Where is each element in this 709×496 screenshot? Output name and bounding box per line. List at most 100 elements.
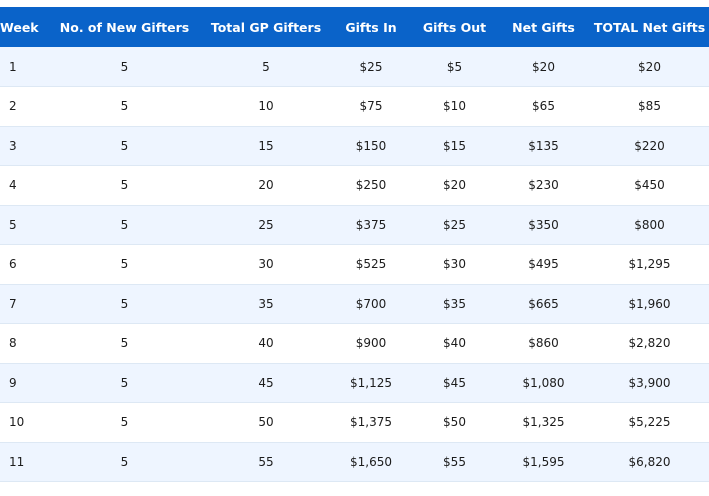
table-row: 6 5 30 $525 $30 $495 $1,295 bbox=[0, 244, 709, 284]
net-gifts-cell: $1,595 bbox=[522, 454, 565, 469]
gifts-in-cell: $900 bbox=[355, 336, 387, 351]
total-gp-gifters-cell: 45 bbox=[258, 375, 274, 390]
new-gifters-cell: 5 bbox=[120, 375, 129, 390]
table-row: 8 5 40 $900 $40 $860 $2,820 bbox=[0, 323, 709, 363]
net-gifts-cell: $65 bbox=[532, 99, 555, 114]
week-cell: 6 bbox=[9, 257, 17, 272]
net-gifts-cell: $1,080 bbox=[522, 375, 565, 390]
gifts-in-cell: $150 bbox=[355, 138, 387, 153]
new-gifters-cell: 5 bbox=[120, 99, 129, 114]
week-cell: 8 bbox=[9, 336, 17, 351]
gifts-in-cell: $25 bbox=[359, 59, 383, 74]
new-gifters-cell: 5 bbox=[120, 217, 129, 232]
net-gifts-cell: $860 bbox=[528, 336, 559, 351]
header-row: Week No. of New Gifters Total GP Gifters… bbox=[0, 7, 709, 47]
new-gifters-cell: 5 bbox=[120, 336, 129, 351]
gifts-in-cell: $700 bbox=[355, 296, 387, 311]
total-gp-gifters-cell: 10 bbox=[258, 99, 274, 114]
total-net-gifts-cell: $6,820 bbox=[628, 454, 671, 469]
header-net-gifts[interactable]: Net Gifts bbox=[512, 19, 575, 35]
new-gifters-cell: 5 bbox=[120, 415, 129, 430]
total-gp-gifters-cell: 50 bbox=[258, 415, 274, 430]
gifts-in-cell: $1,125 bbox=[350, 375, 392, 390]
gifts-in-cell: $525 bbox=[355, 257, 387, 272]
total-gp-gifters-cell: 30 bbox=[258, 257, 274, 272]
week-cell: 2 bbox=[9, 99, 17, 114]
gifts-out-cell: $50 bbox=[443, 415, 466, 430]
header-gifts-in[interactable]: Gifts In bbox=[345, 19, 397, 35]
header-total-net-gifts[interactable]: TOTAL Net Gifts bbox=[593, 19, 706, 35]
total-net-gifts-cell: $5,225 bbox=[628, 415, 671, 430]
table-row: 11 5 55 $1,650 $55 $1,595 $6,820 bbox=[0, 442, 709, 482]
new-gifters-cell: 5 bbox=[120, 138, 129, 153]
table-row: 1 5 5 $25 $5 $20 $20 bbox=[0, 47, 709, 87]
table-row: 10 5 50 $1,375 $50 $1,325 $5,225 bbox=[0, 402, 709, 442]
new-gifters-cell: 5 bbox=[120, 296, 129, 311]
header-new-gifters[interactable]: No. of New Gifters bbox=[59, 19, 190, 35]
gifts-out-cell: $20 bbox=[443, 178, 466, 193]
gifts-table: Week No. of New Gifters Total GP Gifters… bbox=[0, 7, 709, 482]
gifts-in-cell: $1,650 bbox=[350, 454, 392, 469]
gifts-out-cell: $10 bbox=[443, 99, 466, 114]
total-gp-gifters-cell: 20 bbox=[258, 178, 274, 193]
total-net-gifts-cell: $220 bbox=[634, 138, 665, 153]
table-row: 9 5 45 $1,125 $45 $1,080 $3,900 bbox=[0, 363, 709, 403]
gifts-table-container: Week No. of New Gifters Total GP Gifters… bbox=[0, 7, 709, 482]
net-gifts-cell: $1,325 bbox=[522, 415, 565, 430]
table-row: 4 5 20 $250 $20 $230 $450 bbox=[0, 165, 709, 205]
new-gifters-cell: 5 bbox=[120, 454, 129, 469]
gifts-in-cell: $1,375 bbox=[350, 415, 392, 430]
table-row: 2 5 10 $75 $10 $65 $85 bbox=[0, 86, 709, 126]
net-gifts-cell: $350 bbox=[528, 217, 559, 232]
week-cell: 10 bbox=[9, 415, 25, 430]
net-gifts-cell: $665 bbox=[528, 296, 559, 311]
week-cell: 3 bbox=[9, 138, 17, 153]
total-net-gifts-cell: $20 bbox=[638, 59, 661, 74]
week-cell: 4 bbox=[9, 178, 17, 193]
gifts-out-cell: $5 bbox=[446, 59, 463, 74]
header-total-gp-gifters[interactable]: Total GP Gifters bbox=[210, 19, 322, 35]
week-cell: 7 bbox=[9, 296, 17, 311]
table-header: Week No. of New Gifters Total GP Gifters… bbox=[0, 7, 709, 47]
total-net-gifts-cell: $1,960 bbox=[628, 296, 671, 311]
total-gp-gifters-cell: 25 bbox=[258, 217, 274, 232]
gifts-out-cell: $55 bbox=[443, 454, 466, 469]
new-gifters-cell: 5 bbox=[120, 59, 129, 74]
new-gifters-cell: 5 bbox=[120, 257, 129, 272]
total-gp-gifters-cell: 55 bbox=[258, 454, 274, 469]
total-gp-gifters-cell: 40 bbox=[258, 336, 274, 351]
header-week[interactable]: Week bbox=[0, 19, 39, 35]
table-body: 1 5 5 $25 $5 $20 $20 2 5 10 $75 $10 $65 $85 3 5 15 $150 $1… bbox=[0, 47, 709, 482]
net-gifts-cell: $135 bbox=[528, 138, 559, 153]
gifts-out-cell: $35 bbox=[443, 296, 466, 311]
header-gifts-out[interactable]: Gifts Out bbox=[422, 19, 487, 35]
week-cell: 5 bbox=[9, 217, 17, 232]
total-net-gifts-cell: $450 bbox=[634, 178, 665, 193]
total-net-gifts-cell: $800 bbox=[634, 217, 665, 232]
week-cell: 11 bbox=[9, 454, 25, 469]
gifts-out-cell: $45 bbox=[443, 375, 466, 390]
net-gifts-cell: $230 bbox=[528, 178, 559, 193]
gifts-out-cell: $15 bbox=[443, 138, 466, 153]
week-cell: 1 bbox=[9, 59, 17, 74]
total-gp-gifters-cell: 15 bbox=[258, 138, 274, 153]
new-gifters-cell: 5 bbox=[120, 178, 129, 193]
gifts-out-cell: $30 bbox=[443, 257, 466, 272]
gifts-out-cell: $25 bbox=[443, 217, 466, 232]
total-net-gifts-cell: $85 bbox=[638, 99, 661, 114]
gifts-in-cell: $375 bbox=[355, 217, 387, 232]
gifts-in-cell: $75 bbox=[359, 99, 383, 114]
table-row: 5 5 25 $375 $25 $350 $800 bbox=[0, 205, 709, 245]
net-gifts-cell: $20 bbox=[532, 59, 555, 74]
total-gp-gifters-cell: 5 bbox=[262, 59, 270, 74]
total-net-gifts-cell: $2,820 bbox=[628, 336, 671, 351]
total-gp-gifters-cell: 35 bbox=[258, 296, 274, 311]
total-net-gifts-cell: $3,900 bbox=[628, 375, 671, 390]
week-cell: 9 bbox=[9, 375, 17, 390]
total-net-gifts-cell: $1,295 bbox=[628, 257, 671, 272]
table-row: 7 5 35 $700 $35 $665 $1,960 bbox=[0, 284, 709, 324]
gifts-in-cell: $250 bbox=[355, 178, 387, 193]
table-row: 3 5 15 $150 $15 $135 $220 bbox=[0, 126, 709, 166]
net-gifts-cell: $495 bbox=[528, 257, 559, 272]
gifts-out-cell: $40 bbox=[443, 336, 466, 351]
